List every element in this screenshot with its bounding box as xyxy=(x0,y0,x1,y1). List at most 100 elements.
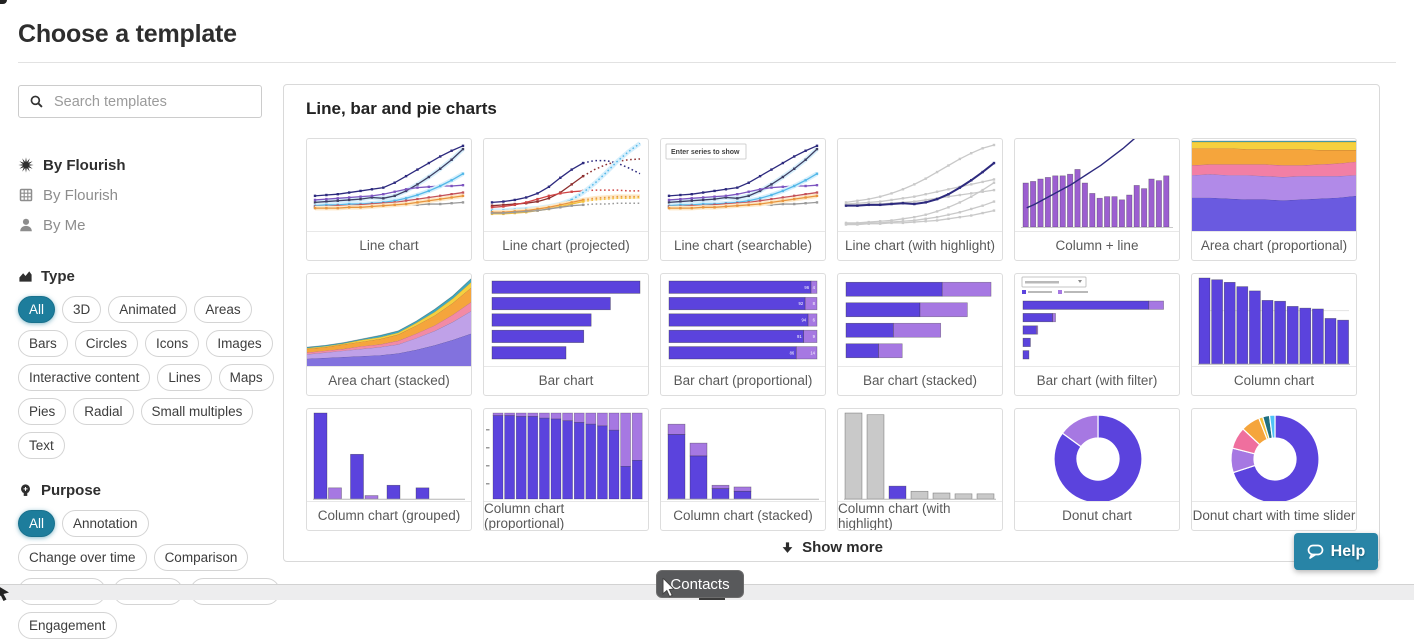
template-card[interactable]: Enter series to show Line chart (searchab… xyxy=(660,138,826,261)
filter-chip[interactable]: Pies xyxy=(18,398,67,425)
help-label: Help xyxy=(1330,542,1366,560)
template-card[interactable]: Line chart xyxy=(306,138,472,261)
filter-chip[interactable]: Radial xyxy=(73,398,134,425)
person-icon xyxy=(20,218,32,232)
type-chips: All 3D Animated Areas Bars Circles Icons Images… xyxy=(18,296,282,459)
template-card[interactable]: Area chart (stacked) xyxy=(306,273,472,396)
sidebar-item-by-flourish[interactable]: By Flourish xyxy=(18,180,268,210)
filter-chip[interactable]: Small multiples xyxy=(140,398,254,425)
template-card-label: Bar chart (stacked) xyxy=(838,366,1002,394)
sparkle-icon xyxy=(18,157,34,173)
type-filter-title: Type xyxy=(41,267,75,285)
filter-chip[interactable]: Engagement xyxy=(18,612,117,639)
template-card-label: Line chart (searchable) xyxy=(661,231,825,259)
svg-text:Enter series to show: Enter series to show xyxy=(671,149,740,156)
mouse-cursor xyxy=(662,578,676,598)
svg-text:4: 4 xyxy=(813,285,816,290)
search-input[interactable] xyxy=(52,92,251,111)
template-card[interactable]: 96 4 92 8 94 6 91 9 86 14 Bar chart (proportional) xyxy=(660,273,826,396)
head-icon xyxy=(21,483,30,496)
type-filter-header: Type xyxy=(18,264,282,288)
template-card-label: Column chart (stacked) xyxy=(661,501,825,529)
grid-icon xyxy=(19,188,33,202)
template-card-label: Line chart xyxy=(307,231,471,259)
svg-text:6: 6 xyxy=(813,318,816,323)
template-card-label: Column chart (grouped) xyxy=(307,501,471,529)
help-button[interactable]: Help xyxy=(1294,533,1378,570)
template-thumbnail xyxy=(845,281,992,359)
filter-chip[interactable]: 3D xyxy=(62,296,102,323)
template-thumbnail xyxy=(313,412,465,500)
sidebar-item-by-flourish[interactable]: By Flourish xyxy=(18,150,268,180)
window-corner xyxy=(0,0,7,4)
template-card[interactable]: Column chart (stacked) xyxy=(660,408,826,531)
search-icon xyxy=(30,95,43,108)
template-card-label: Column chart (proportional) xyxy=(484,501,648,530)
filter-chip[interactable]: All xyxy=(18,296,56,323)
template-thumbnail xyxy=(1230,414,1320,501)
section-title: Line, bar and pie charts xyxy=(306,99,497,118)
template-thumbnail xyxy=(1053,414,1143,501)
template-card[interactable]: Bar chart (with filter) xyxy=(1014,273,1180,396)
filter-chip[interactable]: Text xyxy=(18,432,65,459)
template-thumbnail xyxy=(307,278,471,366)
template-card-label: Area chart (proportional) xyxy=(1192,231,1356,259)
template-thumbnail xyxy=(667,423,819,500)
filter-chip[interactable]: Images xyxy=(206,330,273,357)
template-thumbnail xyxy=(313,144,465,211)
contacts-tooltip-label: Contacts xyxy=(670,575,730,593)
sidebar-item-by-me[interactable]: By Me xyxy=(18,210,268,240)
template-card-label: Column + line xyxy=(1015,231,1179,259)
template-card[interactable]: Bar chart (stacked) xyxy=(837,273,1003,396)
filter-chip[interactable]: Icons xyxy=(145,330,200,357)
template-card[interactable]: Donut chart xyxy=(1014,408,1180,531)
filter-chip[interactable]: All xyxy=(18,510,56,537)
template-card[interactable]: Column chart xyxy=(1191,273,1357,396)
template-card[interactable]: Column chart (proportional) xyxy=(483,408,649,531)
template-grid: Line chart Line chart (projected) Enter se… xyxy=(306,138,1357,531)
filter-chip[interactable]: Bars xyxy=(18,330,68,357)
template-card[interactable]: Line chart (projected) xyxy=(483,138,649,261)
svg-text:94: 94 xyxy=(801,318,806,323)
svg-text:96: 96 xyxy=(804,285,809,290)
filter-chip[interactable]: Interactive content xyxy=(18,364,151,391)
taskbar-item-edge xyxy=(699,597,725,600)
search-box[interactable] xyxy=(18,85,262,118)
filter-chip[interactable]: Maps xyxy=(218,364,274,391)
filter-chip[interactable]: Change over time xyxy=(18,544,147,571)
svg-text:9: 9 xyxy=(813,334,816,339)
template-card[interactable]: Column + line xyxy=(1014,138,1180,261)
chat-bubble-icon xyxy=(1307,544,1324,559)
template-card-label: Column chart (with highlight) xyxy=(838,501,1002,530)
template-card[interactable]: Donut chart with time slider xyxy=(1191,408,1357,531)
filter-chip[interactable]: Areas xyxy=(194,296,252,323)
svg-text:14: 14 xyxy=(810,350,815,355)
purpose-filter-section: Purpose All Annotation Change over time Com… xyxy=(18,478,282,639)
template-card-label: Donut chart xyxy=(1015,501,1179,529)
template-card-label: Bar chart (with filter) xyxy=(1015,366,1179,394)
template-card-label: Column chart xyxy=(1192,366,1356,394)
filter-chip[interactable]: Animated xyxy=(108,296,188,323)
header-divider xyxy=(18,62,1396,63)
template-card-label: Line chart (with highlight) xyxy=(838,231,1002,259)
filter-chip[interactable]: Annotation xyxy=(62,510,149,537)
template-card[interactable]: Column chart (grouped) xyxy=(306,408,472,531)
arrow-down-icon xyxy=(782,541,793,553)
template-thumbnail xyxy=(844,412,996,500)
template-thumbnail: Enter series to show xyxy=(665,143,819,211)
sidebar-item-label: By Flourish xyxy=(43,186,119,204)
template-thumbnail xyxy=(491,280,641,360)
sidebar-item-label: By Flourish xyxy=(43,156,126,174)
corner-cursor xyxy=(0,587,9,601)
show-more-button[interactable]: Show more xyxy=(284,539,1379,556)
template-card[interactable]: Bar chart xyxy=(483,273,649,396)
filter-chip[interactable]: Comparison xyxy=(153,544,249,571)
template-card[interactable]: Area chart (proportional) xyxy=(1191,138,1357,261)
filter-chip[interactable]: Lines xyxy=(157,364,212,391)
purpose-filter-title: Purpose xyxy=(41,481,102,499)
template-card[interactable]: Column chart (with highlight) xyxy=(837,408,1003,531)
template-thumbnail xyxy=(1192,140,1356,231)
purpose-filter-header: Purpose xyxy=(18,478,282,502)
template-card[interactable]: Line chart (with highlight) xyxy=(837,138,1003,261)
filter-chip[interactable]: Circles xyxy=(74,330,139,357)
